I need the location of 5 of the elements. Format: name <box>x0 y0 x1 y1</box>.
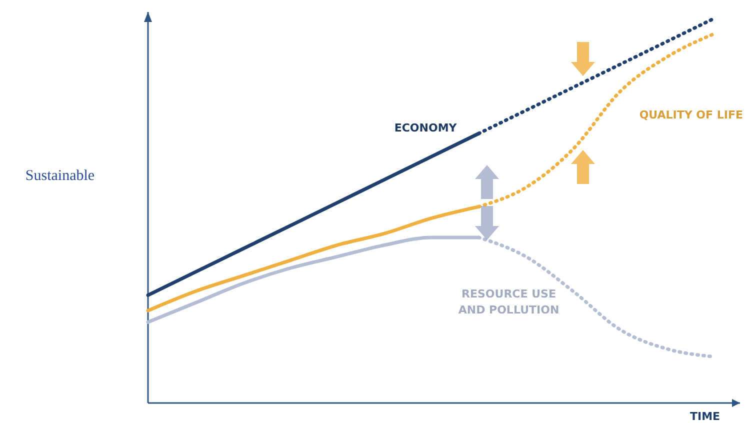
x-axis-title: TIME <box>690 410 720 423</box>
text: QUALITY OF LIFE <box>639 108 743 122</box>
series-label: ECONOMY <box>394 122 458 134</box>
y-axis-title: Sustainable <box>25 168 95 184</box>
series-label: RESOURCE USE AND POLLUTION <box>458 287 560 316</box>
